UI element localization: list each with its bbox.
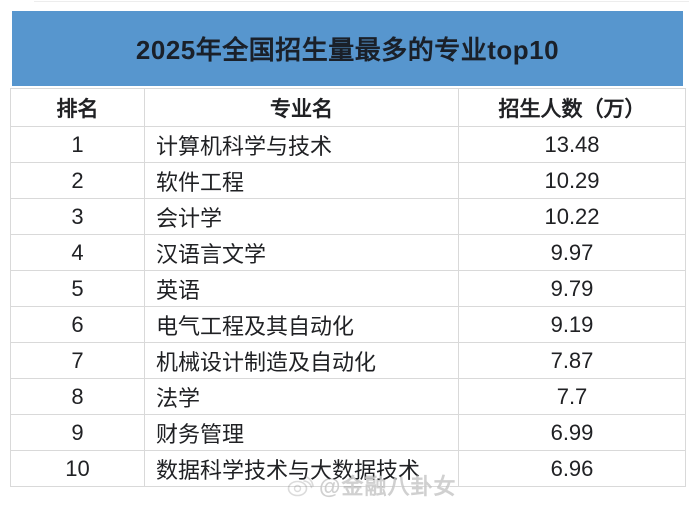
- value-cell: 6.99: [458, 414, 686, 451]
- col-header-rank: 排名: [10, 88, 145, 127]
- major-cell: 会计学: [144, 198, 459, 235]
- rank-cell: 10: [10, 450, 145, 487]
- major-cell: 数据科学技术与大数据技术: [144, 450, 459, 487]
- rank-cell: 9: [10, 414, 145, 451]
- rank-cell: 8: [10, 378, 145, 415]
- value-cell: 6.96: [458, 450, 686, 487]
- major-cell: 英语: [144, 270, 459, 307]
- rank-cell: 6: [10, 306, 145, 343]
- table-header-row: 排名 专业名 招生人数（万）: [10, 88, 686, 127]
- major-cell: 法学: [144, 378, 459, 415]
- table-row: 4 汉语言文学 9.97: [10, 234, 686, 271]
- table-row: 1 计算机科学与技术 13.48: [10, 126, 686, 163]
- value-cell: 9.19: [458, 306, 686, 343]
- major-cell: 汉语言文学: [144, 234, 459, 271]
- title-banner: 2025年全国招生量最多的专业top10: [12, 11, 683, 86]
- rank-cell: 3: [10, 198, 145, 235]
- col-header-major: 专业名: [144, 88, 459, 127]
- table-row: 8 法学 7.7: [10, 378, 686, 415]
- major-cell: 机械设计制造及自动化: [144, 342, 459, 379]
- major-cell: 电气工程及其自动化: [144, 306, 459, 343]
- col-header-value: 招生人数（万）: [458, 88, 686, 127]
- table-row: 7 机械设计制造及自动化 7.87: [10, 342, 686, 379]
- value-cell: 7.7: [458, 378, 686, 415]
- rank-cell: 1: [10, 126, 145, 163]
- major-cell: 财务管理: [144, 414, 459, 451]
- table-row: 6 电气工程及其自动化 9.19: [10, 306, 686, 343]
- enrollment-rank-table: 排名 专业名 招生人数（万） 1 计算机科学与技术 13.48 2 软件工程 1…: [10, 88, 686, 487]
- major-cell: 软件工程: [144, 162, 459, 199]
- rank-cell: 7: [10, 342, 145, 379]
- value-cell: 10.22: [458, 198, 686, 235]
- page-title: 2025年全国招生量最多的专业top10: [135, 35, 560, 65]
- value-cell: 9.79: [458, 270, 686, 307]
- table-row: 5 英语 9.79: [10, 270, 686, 307]
- value-cell: 10.29: [458, 162, 686, 199]
- value-cell: 7.87: [458, 342, 686, 379]
- rank-cell: 4: [10, 234, 145, 271]
- table-row: 3 会计学 10.22: [10, 198, 686, 235]
- table-row: 10 数据科学技术与大数据技术 6.96: [10, 450, 686, 487]
- value-cell: 9.97: [458, 234, 686, 271]
- rank-cell: 5: [10, 270, 145, 307]
- table-row: 9 财务管理 6.99: [10, 414, 686, 451]
- rank-cell: 2: [10, 162, 145, 199]
- table-row: 2 软件工程 10.29: [10, 162, 686, 199]
- screenshot-top-hairline: [34, 1, 689, 2]
- major-cell: 计算机科学与技术: [144, 126, 459, 163]
- value-cell: 13.48: [458, 126, 686, 163]
